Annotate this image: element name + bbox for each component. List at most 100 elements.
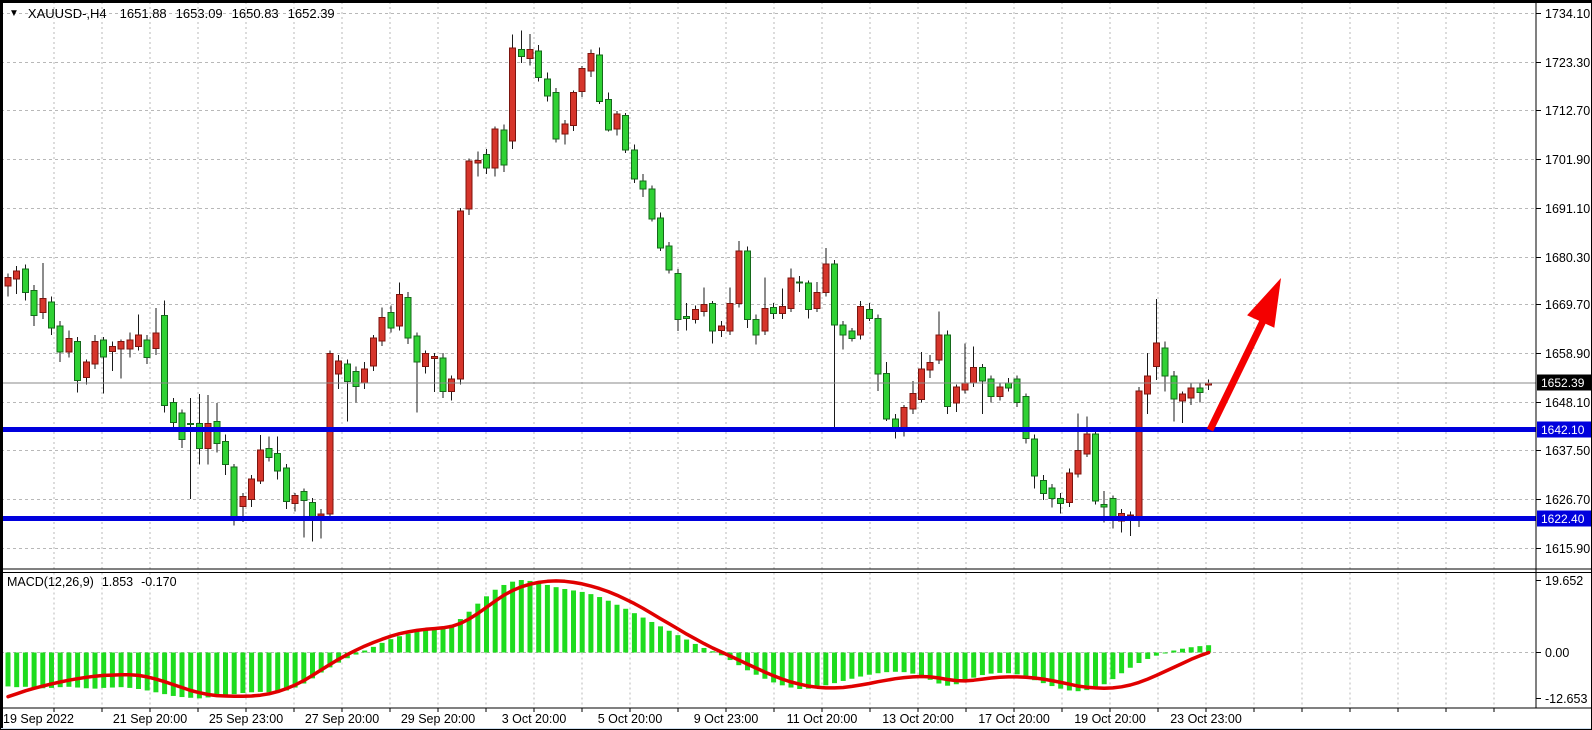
candle-bull xyxy=(152,332,160,349)
macd-histogram-bar xyxy=(492,589,498,653)
trend-arrow-head[interactable] xyxy=(1247,278,1281,328)
candle-bull xyxy=(396,294,403,327)
candle-bear xyxy=(48,301,55,329)
candle-bull xyxy=(126,339,134,350)
trend-arrow[interactable] xyxy=(1206,278,1281,432)
candle-bear xyxy=(770,307,778,315)
macd-histogram-bar xyxy=(31,652,37,688)
macd-histogram-bar xyxy=(597,597,603,653)
candle-bear xyxy=(1013,378,1021,403)
date-axis-label: 3 Oct 20:00 xyxy=(502,712,567,726)
candle-bull xyxy=(65,337,73,353)
macd-histogram-bar xyxy=(1127,652,1133,668)
candle-bear xyxy=(804,282,812,310)
macd-histogram-bar xyxy=(1023,652,1029,678)
candle-bear xyxy=(74,341,82,382)
macd-histogram-bar xyxy=(901,652,907,673)
candle-bull xyxy=(900,407,908,430)
macd-histogram-bar xyxy=(109,652,115,688)
candle-bear xyxy=(744,250,751,320)
candle-bear xyxy=(413,335,421,363)
candle-bull xyxy=(335,360,343,375)
candle-bear xyxy=(639,180,647,190)
macd-histogram-bar xyxy=(501,584,507,653)
candle-bear xyxy=(604,98,612,131)
candle-bear xyxy=(517,49,525,57)
macd-histogram-bar xyxy=(544,584,550,653)
macd-histogram-bar xyxy=(858,652,864,677)
price-axis[interactable] xyxy=(1537,1,1592,708)
macd-histogram-bar xyxy=(571,590,576,653)
macd-histogram-bar xyxy=(675,635,681,653)
candle-bear xyxy=(1161,347,1169,377)
candle-bear xyxy=(1170,375,1178,400)
macd-histogram-bar xyxy=(945,652,951,686)
macd-histogram-bar xyxy=(971,652,977,678)
candle-bear xyxy=(222,441,229,466)
macd-histogram-bar xyxy=(188,652,194,698)
candle-bull xyxy=(778,305,786,315)
price-axis-label: 1723.30 xyxy=(1545,56,1590,70)
candle-bear xyxy=(1092,433,1099,502)
date-axis-label: 9 Oct 23:00 xyxy=(694,712,759,726)
macd-histogram-bar xyxy=(379,642,385,653)
candle-bear xyxy=(265,447,273,458)
candle-bear xyxy=(169,401,177,424)
candle-bull xyxy=(822,263,830,293)
macd-histogram-bar xyxy=(692,643,698,653)
macd-histogram-bar xyxy=(875,652,881,674)
candle-bull xyxy=(761,308,769,332)
macd-histogram-bar xyxy=(179,652,185,698)
macd-histogram-bar xyxy=(318,652,324,673)
macd-histogram-bar xyxy=(214,652,220,697)
macd-signal-value: -0.170 xyxy=(141,575,177,589)
resistance-tag xyxy=(1537,421,1591,438)
macd-histogram-bar xyxy=(1180,648,1185,653)
candle-bull xyxy=(526,49,534,60)
candle-bull xyxy=(926,361,934,371)
candle-bear xyxy=(796,281,804,284)
macd-histogram-bar xyxy=(440,627,446,653)
candle-bear xyxy=(1048,487,1056,500)
macd-histogram-bar xyxy=(701,647,707,653)
macd-histogram-bar xyxy=(231,652,237,695)
candle-bull xyxy=(135,334,142,348)
macd-histogram-bar xyxy=(275,652,281,693)
macd-histogram-bar xyxy=(388,639,394,653)
candle-bull xyxy=(561,123,569,135)
macd-histogram-bar xyxy=(866,652,872,675)
trend-arrow-shaft[interactable] xyxy=(1206,319,1267,432)
candle-bull xyxy=(857,305,865,336)
macd-histogram-bar xyxy=(588,594,594,653)
candle-bear xyxy=(161,314,169,406)
macd-histogram-bar xyxy=(162,652,168,695)
price-axis-label: 1691.10 xyxy=(1545,202,1590,216)
macd-histogram-bar xyxy=(127,652,133,688)
macd-histogram-bar xyxy=(536,582,542,653)
chart-dropdown-icon[interactable]: ▼ xyxy=(9,8,19,19)
candle-bear xyxy=(752,318,760,336)
macd-histogram-bar xyxy=(1188,647,1194,653)
grid-lines xyxy=(1,2,1536,708)
macd-histogram-bar xyxy=(631,613,637,653)
time-axis[interactable] xyxy=(1,708,1536,730)
macd-histogram-bar xyxy=(397,636,402,653)
macd-histogram-bar xyxy=(414,631,420,653)
macd-histogram-bar xyxy=(1040,652,1046,684)
candle-bear xyxy=(343,363,351,382)
macd-histogram-bar xyxy=(301,652,307,684)
candle-bull xyxy=(509,47,517,142)
candle-bear xyxy=(657,217,664,249)
candle-bull xyxy=(587,52,595,72)
date-axis-label: 19 Oct 20:00 xyxy=(1074,712,1146,726)
candle-bull xyxy=(726,303,734,332)
candle-bear xyxy=(709,303,717,332)
candle-bull xyxy=(239,495,247,507)
macd-histogram-bar xyxy=(353,652,359,655)
support-resistance-lines[interactable] xyxy=(1,426,1536,522)
macd-histogram-bar xyxy=(240,652,246,694)
macd-panel xyxy=(5,579,1212,699)
macd-histogram-bar xyxy=(1153,652,1159,656)
